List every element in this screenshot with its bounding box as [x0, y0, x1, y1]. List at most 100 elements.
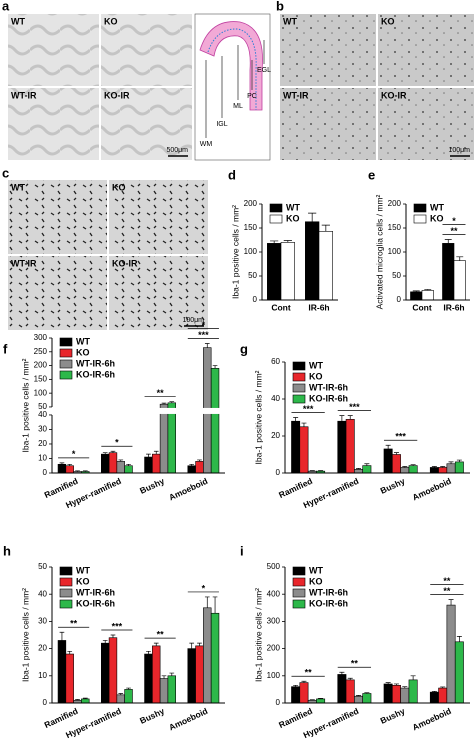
error-bar [161, 402, 167, 405]
legend-label: KO [286, 213, 300, 223]
y-tick-label: 0 [276, 468, 281, 477]
tile-label: KO-IR [104, 90, 130, 100]
error-bar [410, 464, 416, 466]
error-bar [356, 695, 362, 697]
legend-swatch [269, 214, 283, 224]
tile-label: KO [381, 16, 395, 26]
y-tick-label: 100 [244, 247, 258, 256]
bar [299, 682, 309, 704]
bar [337, 420, 347, 474]
bar [410, 291, 423, 301]
micrograph [109, 256, 208, 330]
error-bar [364, 692, 370, 694]
bar [187, 648, 196, 704]
panel-label: c [2, 165, 9, 180]
bar [167, 675, 176, 704]
y-tick-label: 100 [267, 671, 281, 680]
panel-label: f [3, 341, 8, 356]
error-bar [270, 240, 279, 244]
diagram-label: EGL [257, 67, 271, 74]
bar [291, 686, 301, 704]
bar [383, 683, 393, 704]
panel-label: b [276, 0, 284, 13]
bar [65, 465, 74, 474]
y-tick-label: 250 [34, 347, 48, 356]
error-bar [402, 686, 408, 689]
error-bar [364, 463, 370, 466]
error-bar [75, 699, 80, 701]
error-bar [356, 468, 362, 470]
y-tick-label: 10 [38, 454, 47, 463]
error-bar [126, 463, 131, 466]
bar [318, 231, 333, 301]
error-bar [402, 466, 408, 468]
legend-label: KO-IR-6h [76, 598, 115, 608]
diagram-label: PC [247, 93, 257, 100]
significance: ** [351, 659, 359, 669]
error-bar [59, 631, 65, 641]
bar [454, 461, 464, 474]
micrograph [280, 88, 376, 160]
micrograph [378, 14, 474, 86]
error-bar [102, 452, 108, 455]
error-bar [197, 642, 202, 646]
y-tick-label: 150 [34, 374, 48, 383]
legend-label: WT [430, 202, 444, 212]
micrograph [101, 88, 192, 160]
y-tick-label: 60 [271, 357, 280, 366]
y-tick-label: 0 [43, 468, 48, 477]
error-bar [118, 693, 124, 695]
micrograph [8, 88, 99, 160]
x-tick-label: Amoeboid [411, 706, 453, 733]
bar [57, 640, 67, 704]
legend-swatch [292, 361, 306, 371]
bar [421, 290, 434, 301]
y-tick-label: 0 [276, 698, 281, 707]
legend-label: WT [309, 565, 323, 575]
error-bar [347, 415, 353, 420]
x-tick-label: Cont [271, 302, 291, 312]
bar [429, 467, 439, 474]
error-bar [309, 699, 315, 701]
legend-swatch [292, 577, 306, 587]
y-tick-label: 150 [388, 223, 402, 232]
axes [261, 204, 338, 301]
legend-swatch [59, 348, 73, 358]
bar [391, 685, 401, 704]
error-bar [102, 640, 108, 644]
bar [354, 695, 363, 704]
bar [108, 637, 118, 704]
legend-swatch [413, 214, 427, 224]
bar [210, 612, 220, 704]
tile-label: KO [112, 182, 126, 192]
y-axis-label: Iba-1 positive cells / mm² [253, 588, 263, 682]
error-bar [197, 459, 202, 462]
y-tick-label: 40 [271, 394, 280, 403]
error-bar [456, 256, 464, 261]
y-tick-label: 20 [38, 439, 47, 448]
y-axis-label: Activated microglia cells / mm² [374, 194, 384, 309]
axes [405, 204, 470, 301]
x-tick-label: IR-6h [308, 302, 329, 312]
bar [187, 465, 196, 474]
bar [454, 641, 464, 704]
error-bar [75, 470, 80, 472]
legend-swatch [292, 566, 306, 576]
legend-label: KO-IR-6h [309, 598, 348, 608]
bar [101, 453, 110, 474]
micrograph [101, 14, 192, 86]
x-tick-label: Ramified [277, 476, 314, 500]
legend-label: WT [309, 360, 323, 370]
legend-label: WT [76, 565, 90, 575]
error-bar [283, 240, 292, 243]
error-bar [309, 470, 315, 472]
x-tick-label: Amoeboid [167, 476, 209, 503]
error-bar [169, 672, 175, 676]
axes [51, 338, 225, 474]
error-bar [431, 690, 437, 693]
significance: ** [450, 226, 458, 236]
bar [144, 653, 153, 704]
bar [291, 420, 301, 474]
significance: ** [157, 630, 165, 640]
